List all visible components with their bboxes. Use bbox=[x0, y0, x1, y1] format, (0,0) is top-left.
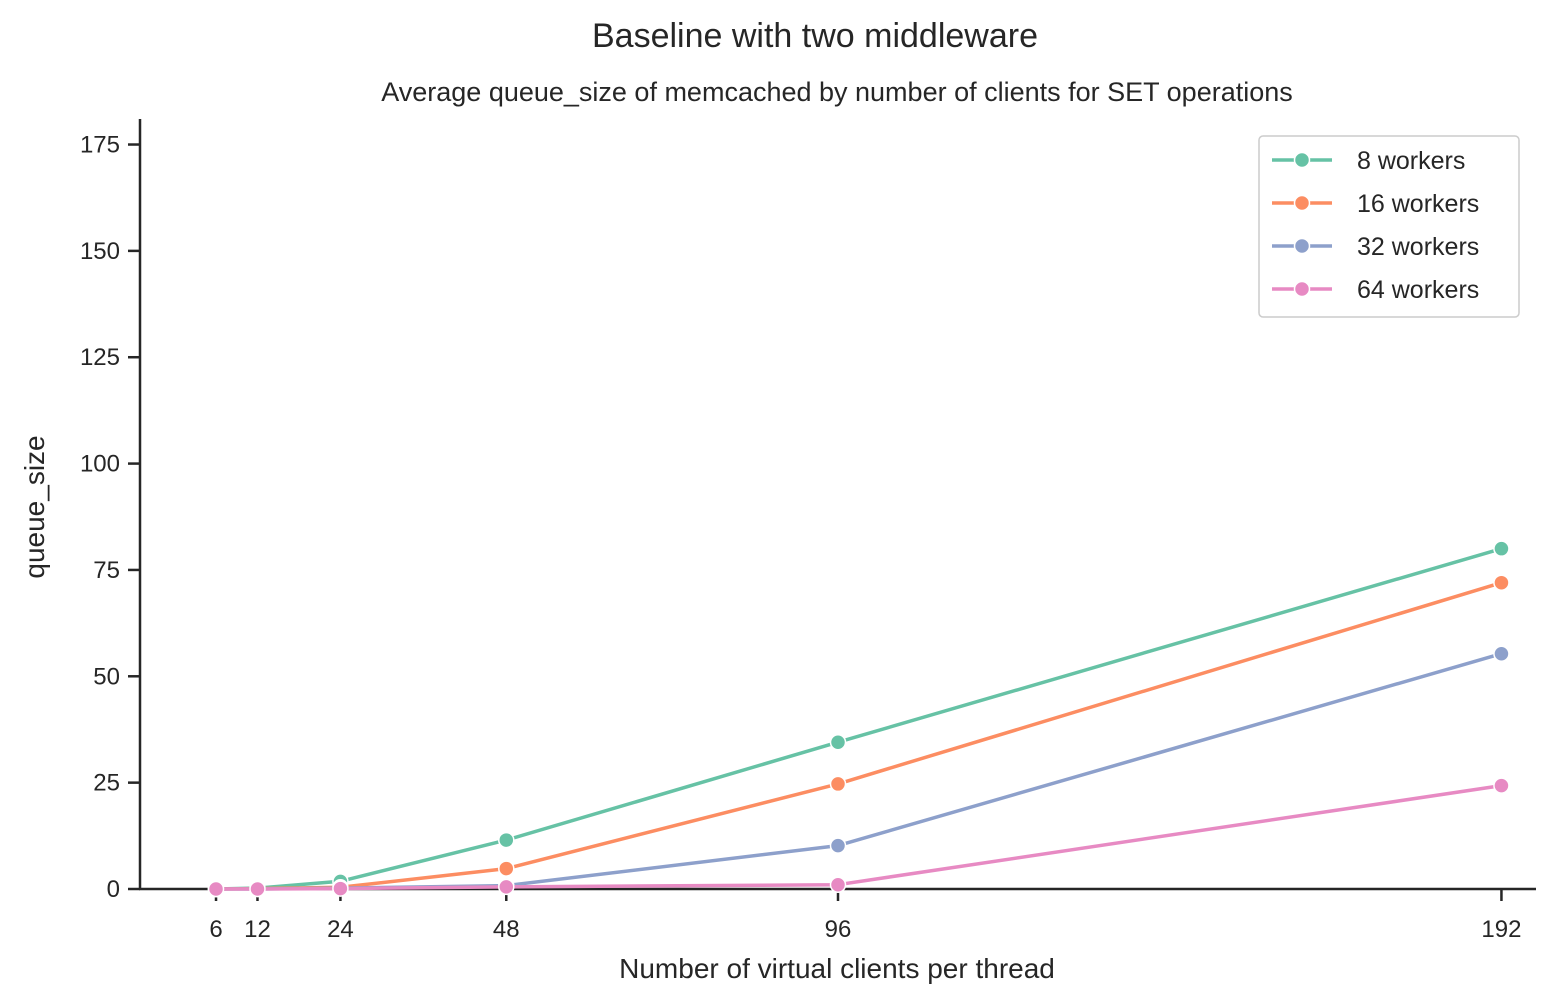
series-layer bbox=[207, 540, 1510, 898]
data-point bbox=[1493, 540, 1510, 557]
legend-item: 64 workers bbox=[1272, 276, 1479, 304]
y-axis-label: queue_size bbox=[19, 435, 50, 578]
chart-title: Average queue_size of memcached by numbe… bbox=[381, 77, 1293, 107]
x-tick-label: 96 bbox=[825, 916, 852, 943]
data-point bbox=[249, 880, 266, 898]
legend-label: 16 workers bbox=[1357, 190, 1479, 218]
series-line bbox=[214, 783, 1504, 891]
data-point bbox=[498, 878, 515, 896]
data-point bbox=[1493, 645, 1510, 662]
x-axis-ticks: 6 12 24 48 96 192 bbox=[209, 889, 1521, 943]
y-axis-ticks: 0 25 50 75 100 125 150 175 bbox=[80, 132, 140, 903]
legend-item: 8 workers bbox=[1272, 147, 1465, 175]
data-point bbox=[498, 860, 515, 877]
legend-label: 32 workers bbox=[1357, 233, 1479, 261]
data-point bbox=[1493, 574, 1510, 591]
x-axis-label: Number of virtual clients per thread bbox=[619, 953, 1055, 984]
legend-marker bbox=[1293, 194, 1311, 212]
chart-suptitle: Baseline with two middleware bbox=[592, 17, 1038, 55]
y-tick-label: 125 bbox=[80, 344, 120, 371]
legend-label: 64 workers bbox=[1357, 276, 1479, 304]
series-3 bbox=[207, 645, 1510, 898]
data-point bbox=[829, 775, 847, 793]
data-point bbox=[498, 831, 515, 849]
legend: 8 workers 16 workers 32 workers 64 workers bbox=[1258, 135, 1520, 318]
x-tick-label: 192 bbox=[1481, 916, 1521, 943]
x-tick-label: 48 bbox=[493, 916, 520, 943]
legend-item: 16 workers bbox=[1272, 190, 1479, 218]
data-point bbox=[829, 876, 847, 893]
y-tick-label: 25 bbox=[93, 770, 120, 797]
legend-label: 8 workers bbox=[1357, 147, 1465, 175]
series-line bbox=[214, 651, 1504, 891]
y-tick-label: 100 bbox=[80, 451, 120, 478]
data-point bbox=[1493, 777, 1510, 794]
series-1 bbox=[207, 540, 1510, 898]
data-point bbox=[207, 880, 225, 898]
y-tick-label: 0 bbox=[107, 876, 120, 903]
legend-frame bbox=[1258, 135, 1520, 318]
x-tick-label: 6 bbox=[209, 916, 222, 943]
series-4 bbox=[207, 777, 1510, 898]
x-tick-label: 12 bbox=[244, 916, 271, 943]
legend-marker bbox=[1293, 151, 1311, 169]
x-tick-label: 24 bbox=[327, 916, 354, 943]
y-tick-label: 150 bbox=[80, 238, 120, 265]
data-point bbox=[332, 880, 349, 897]
y-tick-label: 75 bbox=[93, 557, 120, 584]
legend-item: 32 workers bbox=[1272, 233, 1479, 261]
data-point bbox=[829, 733, 847, 751]
legend-marker bbox=[1293, 280, 1311, 298]
y-tick-label: 175 bbox=[80, 132, 120, 159]
legend-marker bbox=[1293, 237, 1311, 255]
y-tick-label: 50 bbox=[93, 663, 120, 690]
data-point bbox=[829, 837, 847, 854]
